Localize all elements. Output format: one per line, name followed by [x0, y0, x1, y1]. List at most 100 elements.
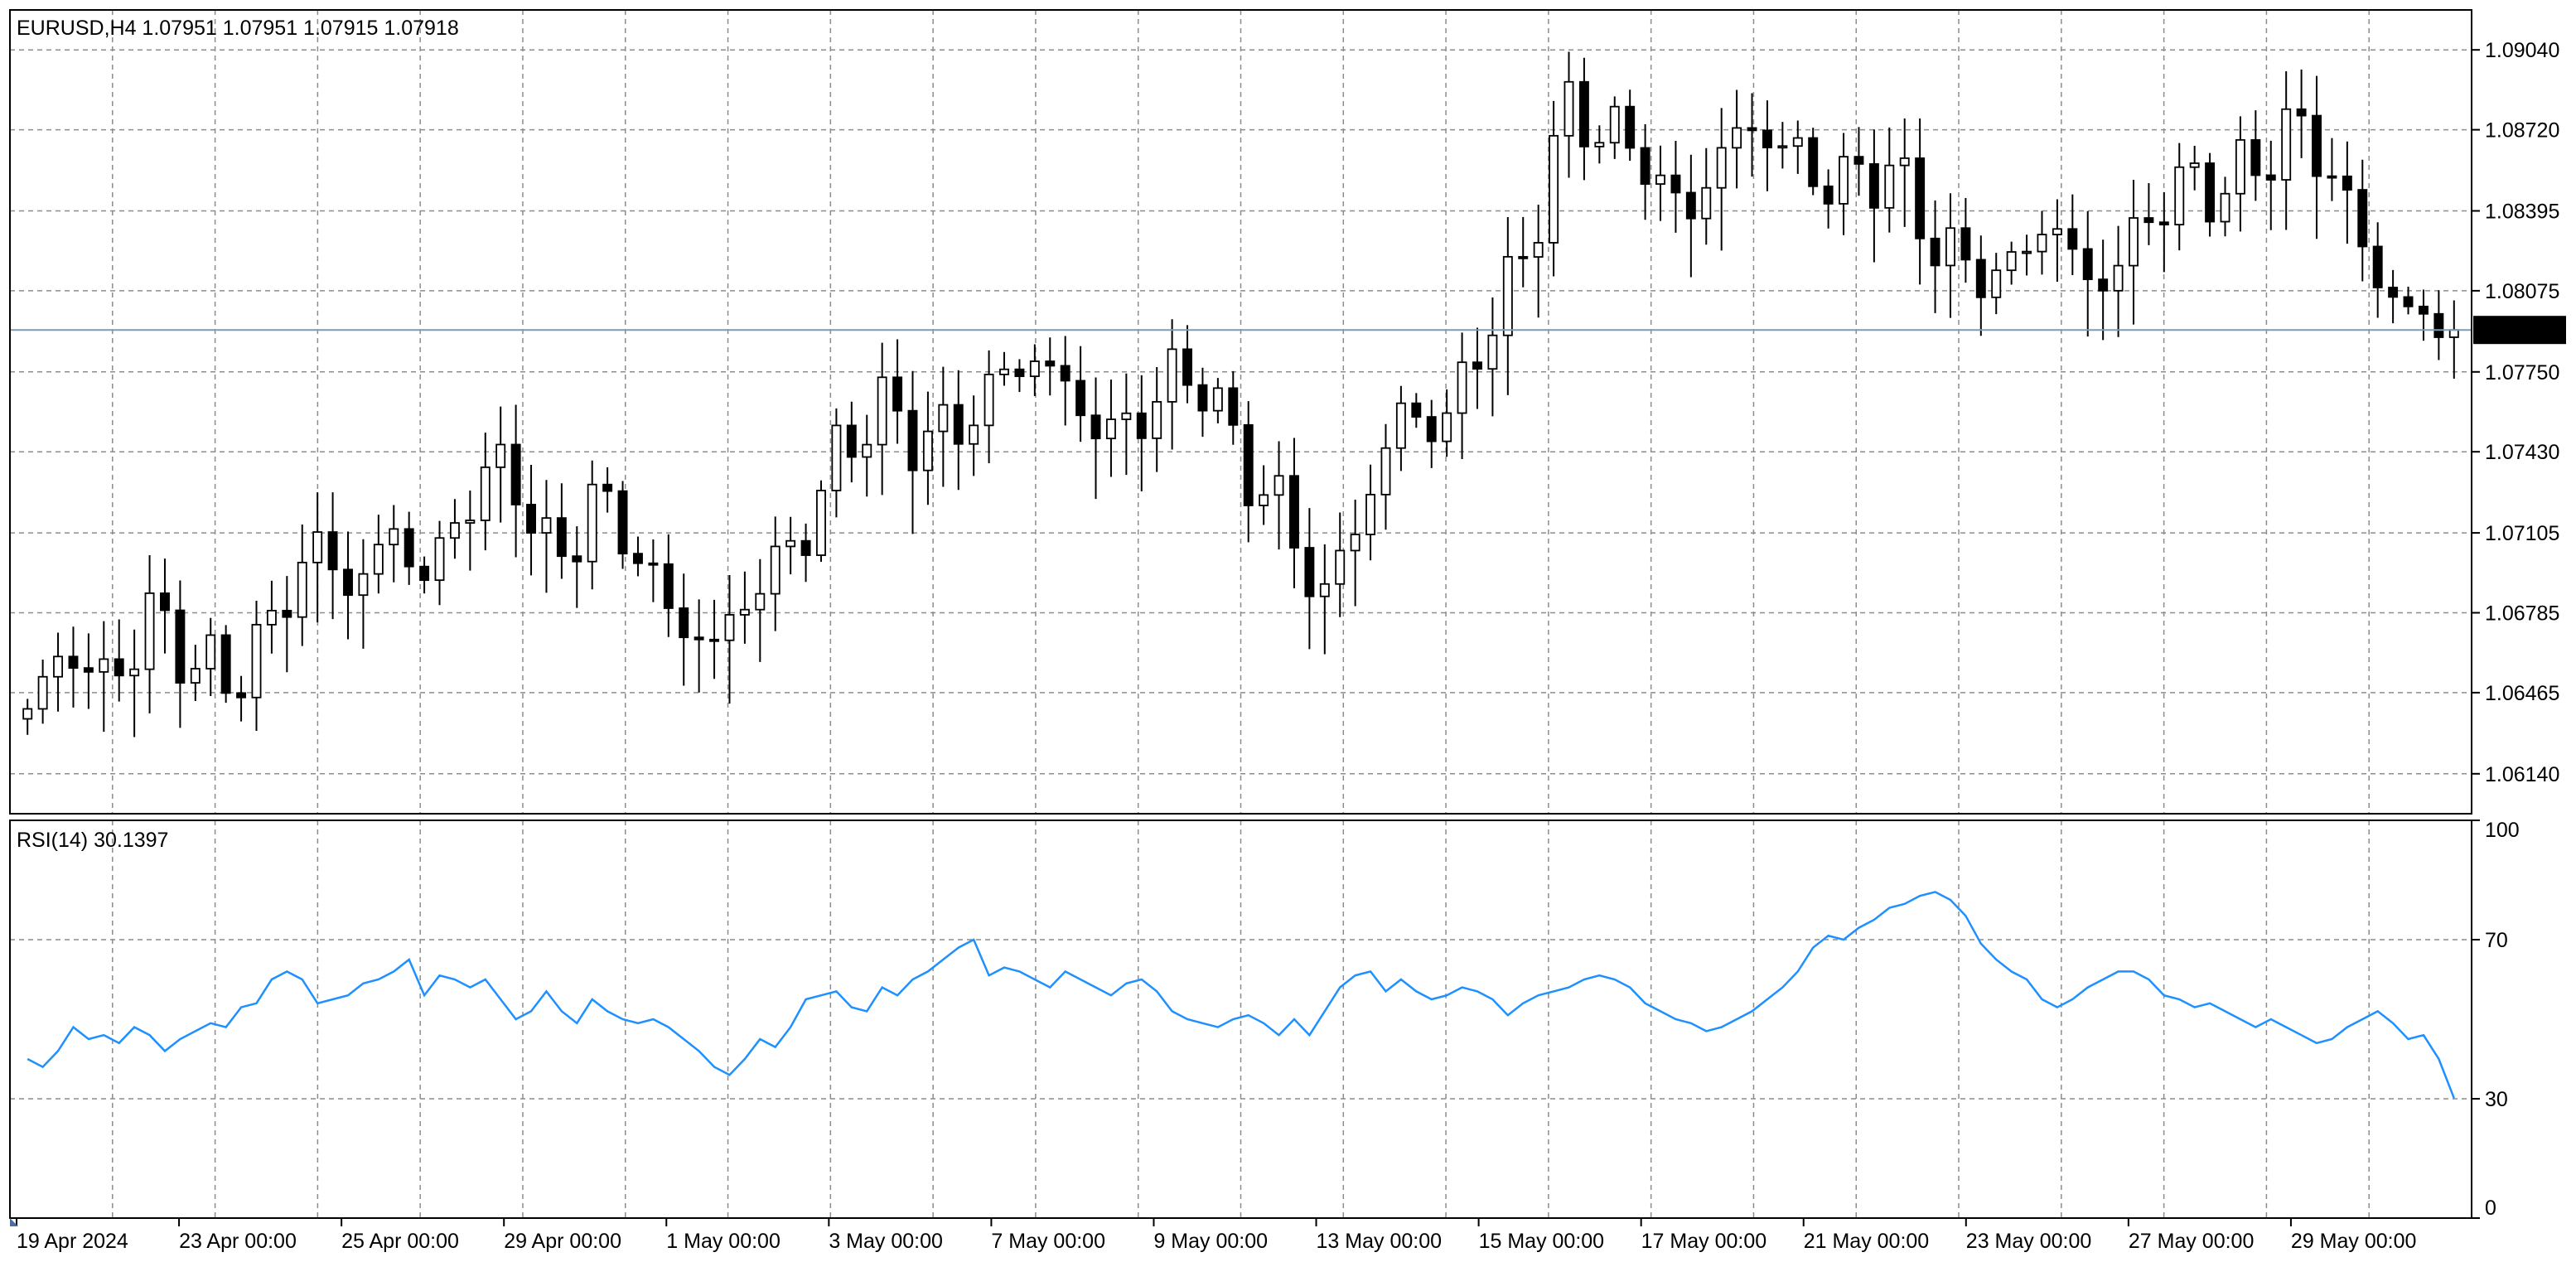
candle-body: [694, 636, 704, 641]
candle-body: [2388, 287, 2399, 298]
candle-body: [862, 443, 872, 458]
candle-body: [2098, 278, 2109, 292]
time-tick-label: 15 May 00:00: [1479, 1230, 1605, 1253]
candle-body: [1182, 348, 1192, 386]
candle-body: [114, 658, 124, 677]
candle-body: [282, 609, 292, 618]
rsi-line: [27, 891, 2455, 1099]
candle-body: [2129, 217, 2139, 267]
candle-body: [2205, 162, 2216, 223]
candle-body: [877, 376, 887, 446]
candle-body: [129, 668, 140, 677]
candle-body: [83, 667, 94, 673]
candle-body: [2189, 162, 2200, 168]
candle-body: [969, 424, 979, 445]
time-tick-label: 9 May 00:00: [1153, 1230, 1268, 1253]
candle-body: [1853, 156, 1864, 165]
candle-body: [327, 531, 338, 571]
candle-body: [1868, 162, 1879, 209]
candle-body: [358, 573, 369, 597]
candle-body: [1426, 416, 1437, 442]
candle-body: [1045, 360, 1056, 367]
candle-body: [1075, 380, 1086, 417]
candle-body: [2143, 217, 2154, 224]
current-price-label: 1.07918: [2482, 319, 2556, 342]
candle-body: [389, 528, 399, 546]
candle-body: [602, 483, 613, 492]
main-panel-frame: [9, 9, 2472, 815]
candle-body: [556, 517, 567, 558]
candle-body: [434, 537, 445, 582]
candle-body: [2357, 189, 2368, 248]
candle-body: [938, 404, 949, 433]
price-tick-label: 1.09040: [2485, 39, 2559, 62]
candle-body: [251, 623, 262, 699]
candle-body: [617, 490, 628, 555]
candle-body: [800, 539, 811, 556]
candle-body: [312, 531, 323, 563]
candle-body: [1274, 475, 1284, 496]
candle-body: [1701, 186, 1712, 220]
candle-body: [2265, 174, 2276, 181]
candle-body: [1029, 360, 1040, 378]
candle-body: [297, 561, 307, 618]
candle-body: [495, 443, 506, 468]
candle-body: [2296, 108, 2307, 117]
candle-body: [1655, 174, 1665, 185]
price-tick-label: 1.07750: [2485, 361, 2559, 384]
candle-body: [1289, 475, 1299, 549]
candle-body: [831, 424, 842, 491]
candle-body: [480, 466, 491, 521]
time-tick-label: 25 Apr 00:00: [341, 1230, 459, 1253]
candle-body: [2372, 245, 2383, 288]
candle-body: [846, 424, 857, 458]
candle-body: [1839, 156, 1849, 205]
candle-body: [922, 430, 933, 471]
candle-body: [1625, 105, 1636, 149]
candle-body: [1380, 447, 1391, 496]
candle-body: [1350, 534, 1360, 552]
price-tick-label: 1.08075: [2485, 280, 2559, 303]
candle-body: [1960, 227, 1971, 261]
candle-body: [220, 634, 231, 694]
candle-body: [724, 614, 735, 641]
time-tick-label: 23 Apr 00:00: [179, 1230, 297, 1253]
candle-body: [1975, 259, 1986, 298]
candle-body: [1090, 414, 1101, 440]
candle-body: [68, 655, 79, 670]
candle-body: [2174, 166, 2185, 226]
candle-body: [648, 562, 659, 566]
time-tick-label: 29 May 00:00: [2291, 1230, 2417, 1253]
candle-body: [1502, 255, 1513, 336]
candle-body: [1640, 147, 1650, 185]
candle-body: [1197, 384, 1208, 412]
candle-body: [2113, 264, 2124, 292]
candle-body: [2052, 228, 2062, 235]
scroll-marker-icon: [10, 1218, 18, 1226]
candle-body: [99, 658, 109, 673]
candle-body: [190, 668, 201, 684]
candle-body: [373, 544, 384, 575]
price-tick-label: 1.06140: [2485, 763, 2559, 786]
candle-body: [404, 528, 414, 568]
candle-body: [770, 545, 781, 595]
candle-body: [2250, 138, 2261, 176]
candle-body: [2082, 248, 2093, 281]
price-tick-label: 1.08395: [2485, 201, 2559, 224]
candle-body: [160, 592, 170, 612]
candle-body: [709, 638, 720, 642]
candle-body: [1152, 401, 1162, 439]
candle-body: [1228, 387, 1239, 426]
candle-body: [907, 409, 918, 471]
current-price-tag-bg: [2473, 316, 2566, 345]
candle-body: [2220, 192, 2230, 223]
candle-body: [144, 592, 155, 670]
candle-body: [2281, 108, 2292, 181]
candle-body: [2022, 250, 2032, 254]
candle-body: [1884, 164, 1895, 209]
candlestick-series: [22, 51, 2459, 737]
candle-body: [1578, 80, 1589, 147]
rsi-panel-frame: [9, 820, 2472, 1219]
candle-body: [1563, 80, 1574, 137]
candle-body: [205, 634, 216, 670]
